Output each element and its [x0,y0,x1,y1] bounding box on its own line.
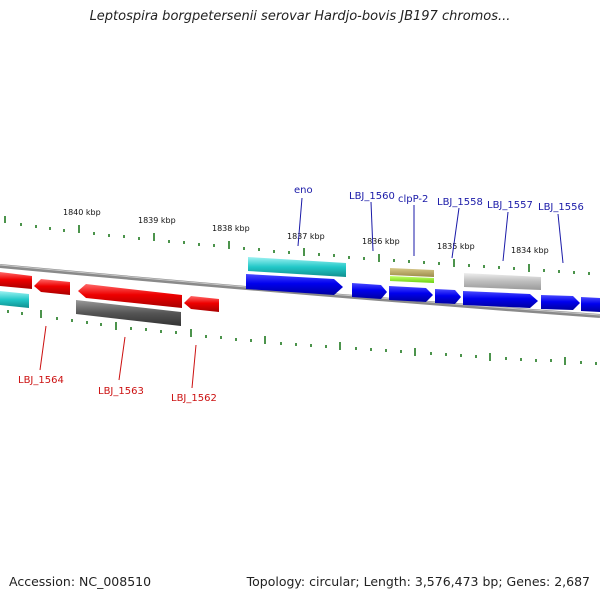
gene-label-lbj-1560[interactable]: LBJ_1560 [349,191,395,202]
gene-arrow-eno[interactable] [246,274,343,295]
feature-dark-lbj-1563 [76,300,181,326]
map-title: Leptospira borgpetersenii serovar Hardjo… [89,9,511,24]
gene-label-lbj-1564[interactable]: LBJ_1564 [18,375,64,386]
scale-labels: 1840 kbp 1839 kbp 1838 kbp 1837 kbp 1836… [63,208,549,255]
reverse-genes [0,272,219,312]
gene-arrow-lbj-1557[interactable] [463,291,538,308]
bottom-gene-labels [39,325,197,389]
gene-arrow-lbj-1556[interactable] [541,295,580,310]
scale-label-1837: 1837 kbp [287,232,325,241]
feature-olive-clpp [390,268,434,277]
gene-arrow-left-edge[interactable] [0,272,32,289]
forward-genes [246,274,600,312]
top-gene-labels [297,197,564,264]
accession-text: Accession: NC_008510 [9,574,152,589]
scale-label-1835: 1835 kbp [437,242,475,251]
gene-label-lbj-1562[interactable]: LBJ_1562 [171,393,217,404]
gene-label-lbj-1556[interactable]: LBJ_1556 [538,202,584,213]
top-tick-row [4,216,590,275]
gene-label-clpp-2[interactable]: clpP-2 [398,194,428,205]
gene-arrow-lbj-1562[interactable] [184,296,219,312]
topology-text: Topology: circular; Length: 3,576,473 bp… [246,574,590,589]
bottom-tick-row [7,310,597,365]
gene-arrow-lbj-1563[interactable] [78,284,182,308]
gene-arrow-lbj-1560[interactable] [352,283,387,299]
gene-label-lbj-1557[interactable]: LBJ_1557 [487,200,533,211]
gene-arrow-lbj-1564[interactable] [34,279,70,295]
gene-label-lbj-1563[interactable]: LBJ_1563 [98,386,144,397]
gene-arrow-clpp-2[interactable] [389,286,433,302]
feature-lime-clpp [390,276,434,283]
gene-arrow-next[interactable] [581,297,600,312]
scale-label-1834: 1834 kbp [511,246,549,255]
gene-arrow-lbj-1558[interactable] [435,289,461,304]
gene-label-eno[interactable]: eno [294,185,313,196]
scale-label-1839: 1839 kbp [138,216,176,225]
scale-label-1840: 1840 kbp [63,208,101,217]
gene-label-lbj-1558[interactable]: LBJ_1558 [437,197,483,208]
scale-label-1838: 1838 kbp [212,224,250,233]
feature-grey-lbj-1557 [464,273,541,290]
feature-cyan-eno [248,257,346,277]
feature-cyan-left [0,291,29,308]
scale-label-1836: 1836 kbp [362,237,400,246]
